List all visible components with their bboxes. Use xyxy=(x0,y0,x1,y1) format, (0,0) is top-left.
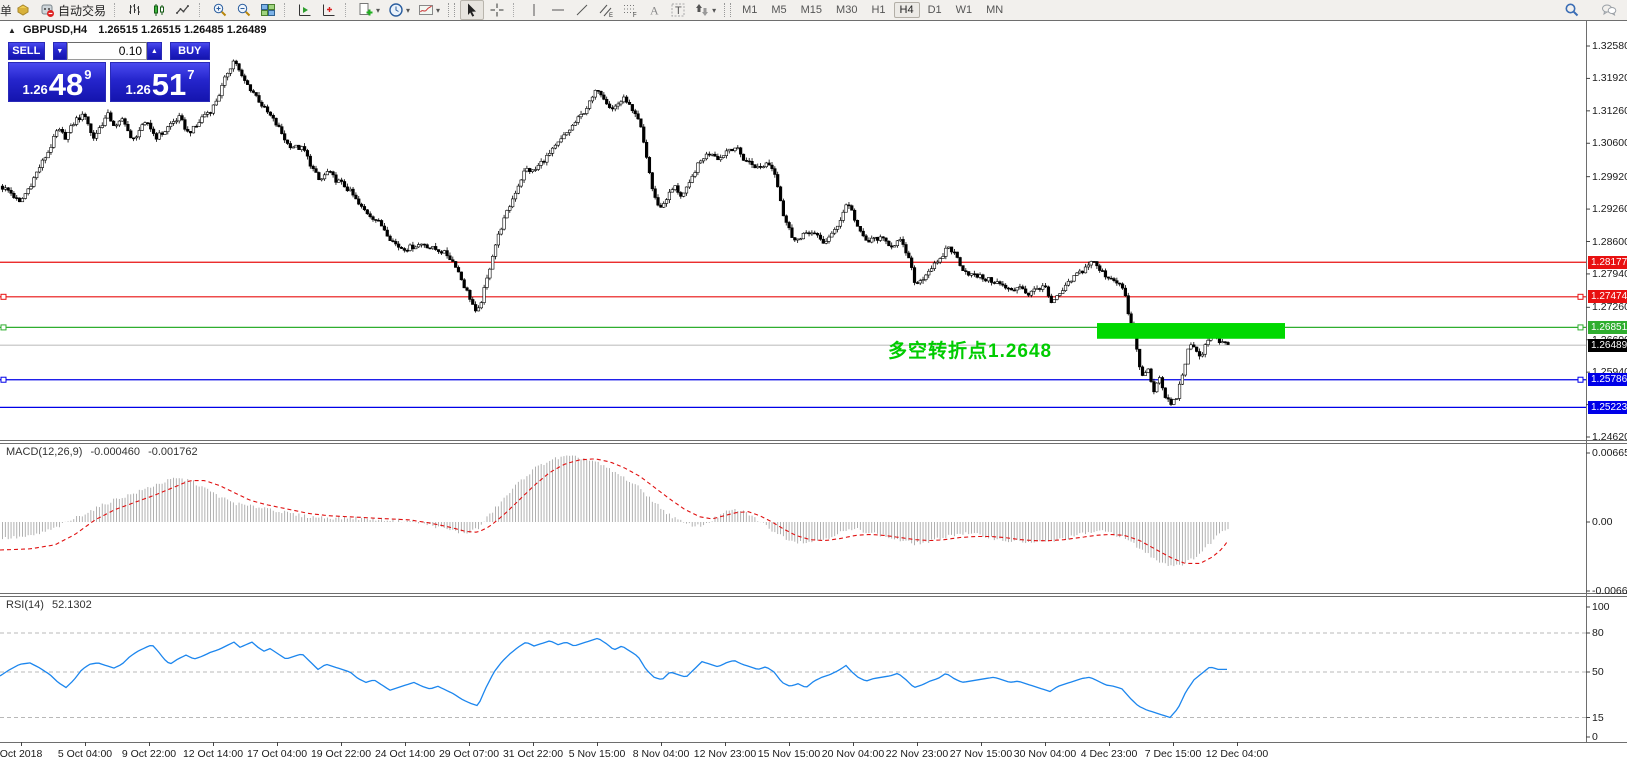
rsi-panel xyxy=(0,632,1586,719)
tile-windows-button[interactable] xyxy=(257,1,279,19)
chat-button[interactable] xyxy=(1598,1,1620,19)
bar-chart-button[interactable] xyxy=(124,1,146,19)
svg-text:E: E xyxy=(609,13,613,18)
toolbar-separator xyxy=(199,3,204,17)
main-price-panel xyxy=(0,59,1586,408)
toolbar-separator xyxy=(345,3,350,17)
dropdown-caret-icon: ▾ xyxy=(436,5,441,15)
cursor-tool-button[interactable] xyxy=(460,0,485,20)
candlestick-chart-button[interactable] xyxy=(148,1,170,19)
new-order-clipped-label[interactable]: 单 xyxy=(0,3,11,18)
main-toolbar: 单 自动交易 xyxy=(0,0,1627,21)
timeframe-button-m30[interactable]: M30 xyxy=(836,4,858,16)
new-order-icon[interactable] xyxy=(12,1,34,19)
auto-scroll-button[interactable] xyxy=(318,1,340,19)
sell-price-prefix: 1.26 xyxy=(22,82,48,97)
timeframe-button-h1[interactable]: H1 xyxy=(871,4,886,16)
macd-panel xyxy=(0,455,1229,567)
autotrading-button[interactable]: 自动交易 xyxy=(36,1,109,19)
buy-price-pip: 7 xyxy=(187,67,195,82)
timeframe-button-h4[interactable]: H4 xyxy=(893,2,920,18)
autotrading-label: 自动交易 xyxy=(58,3,107,18)
svg-text:A: A xyxy=(650,4,659,18)
timeframe-button-w1[interactable]: W1 xyxy=(955,4,973,16)
timeframe-button-m1[interactable]: M1 xyxy=(742,4,758,16)
buy-price-prefix: 1.26 xyxy=(125,82,151,97)
sell-price-big: 48 xyxy=(48,67,84,102)
timeframe-toolbar: M1 M5 M15 M30 H1 H4 D1 W1 MN xyxy=(735,2,1010,18)
lot-decrease-button[interactable]: ▼ xyxy=(52,42,68,60)
toolbar-grip[interactable] xyxy=(724,3,732,17)
zoom-in-button[interactable] xyxy=(209,1,231,19)
timeframe-button-m5[interactable]: M5 xyxy=(771,4,787,16)
svg-text:F: F xyxy=(633,13,637,18)
lot-increase-button[interactable]: ▲ xyxy=(147,42,162,60)
crosshair-tool-button[interactable] xyxy=(486,1,508,19)
sell-price-display[interactable]: 1.26 48 9 xyxy=(8,62,106,102)
robot-icon xyxy=(41,4,54,17)
sell-price-pip: 9 xyxy=(84,67,92,82)
toolbar-grip[interactable] xyxy=(448,3,456,17)
highlight-rectangle-object[interactable] xyxy=(1097,323,1285,339)
svg-text:T: T xyxy=(675,5,682,17)
toolbar-separator xyxy=(513,3,518,17)
dropdown-caret-icon: ▾ xyxy=(712,5,717,15)
toolbar-separator xyxy=(284,3,289,17)
buy-price-display[interactable]: 1.26 51 7 xyxy=(110,62,210,102)
line-chart-button[interactable] xyxy=(172,1,194,19)
fibonacci-tool-button[interactable]: F xyxy=(619,1,641,19)
horizontal-line-tool-button[interactable] xyxy=(547,1,569,19)
sell-button[interactable]: SELL xyxy=(8,42,45,60)
periods-button[interactable]: ▾ xyxy=(385,1,413,19)
vertical-line-tool-button[interactable] xyxy=(523,1,545,19)
buy-button[interactable]: BUY xyxy=(169,42,210,60)
dropdown-caret-icon: ▾ xyxy=(406,5,411,15)
new-template-button[interactable]: ▾ xyxy=(355,1,383,19)
trendline-tool-button[interactable] xyxy=(571,1,593,19)
timeframe-button-mn[interactable]: MN xyxy=(986,4,1004,16)
lot-size-input[interactable] xyxy=(67,42,148,60)
one-click-trading-widget: SELL ▼ ▲ BUY 1.26 48 9 1.26 51 7 xyxy=(8,42,210,104)
indicators-button[interactable]: ▾ xyxy=(415,1,443,19)
text-tool-button[interactable]: A xyxy=(643,1,665,19)
buy-price-big: 51 xyxy=(151,67,187,102)
equidistant-channel-tool-button[interactable]: E xyxy=(595,1,617,19)
arrows-tool-button[interactable]: ▾ xyxy=(691,1,719,19)
chart-shift-button[interactable] xyxy=(294,1,316,19)
text-label-tool-button[interactable]: T xyxy=(667,1,689,19)
timeframe-button-d1[interactable]: D1 xyxy=(927,4,942,16)
zoom-out-button[interactable] xyxy=(233,1,255,19)
toolbar-separator xyxy=(114,3,119,17)
dropdown-caret-icon: ▾ xyxy=(376,5,381,15)
search-button[interactable] xyxy=(1561,1,1583,19)
timeframe-button-m15[interactable]: M15 xyxy=(800,4,823,16)
